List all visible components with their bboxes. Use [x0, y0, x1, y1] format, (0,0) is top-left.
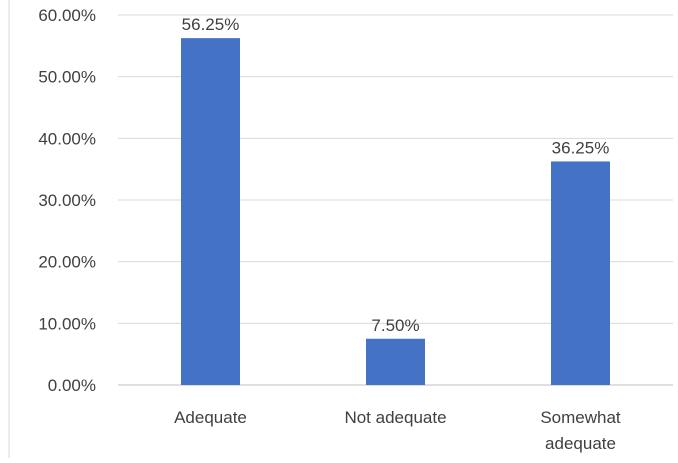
y-tick-label: 40.00% — [38, 129, 96, 148]
x-tick-label: Somewhat adequate — [540, 408, 621, 453]
data-label: 56.25% — [182, 15, 240, 34]
x-axis-tick-labels: Adequate Not adequate Somewhat adequate — [174, 408, 621, 453]
bars — [181, 38, 610, 385]
bar — [551, 161, 610, 385]
y-tick-label: 50.00% — [38, 68, 96, 87]
data-labels: 56.25% 7.50% 36.25% — [182, 15, 610, 335]
x-tick-label-line: Not adequate — [344, 408, 446, 427]
data-label: 36.25% — [552, 138, 610, 157]
x-tick-label-line: Adequate — [174, 408, 247, 427]
x-tick-label: Adequate — [174, 408, 247, 427]
bar — [181, 38, 240, 385]
y-tick-label: 10.00% — [38, 314, 96, 333]
bar — [366, 338, 425, 385]
y-tick-label: 60.00% — [38, 6, 96, 25]
x-tick-label: Not adequate — [344, 408, 446, 427]
y-tick-label: 0.00% — [48, 376, 96, 395]
data-label: 7.50% — [371, 316, 419, 335]
x-tick-label-line: Somewhat — [540, 408, 621, 427]
y-tick-label: 20.00% — [38, 253, 96, 272]
y-tick-label: 30.00% — [38, 191, 96, 210]
y-axis-tick-labels: 0.00% 10.00% 20.00% 30.00% 40.00% 50.00% 60.00… — [38, 6, 96, 395]
x-tick-label-line: adequate — [545, 434, 616, 453]
